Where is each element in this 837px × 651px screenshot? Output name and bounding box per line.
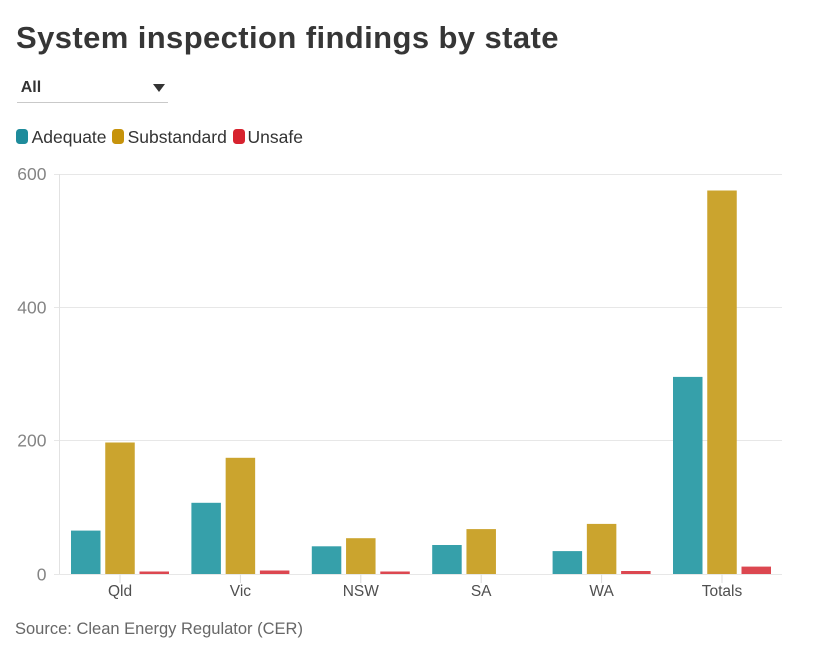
svg-text:400: 400 <box>17 297 46 317</box>
svg-text:Qld: Qld <box>108 583 132 600</box>
svg-text:WA: WA <box>589 583 614 600</box>
svg-text:Totals: Totals <box>702 583 743 600</box>
svg-text:SA: SA <box>471 583 492 600</box>
svg-text:Vic: Vic <box>230 583 252 600</box>
svg-text:600: 600 <box>17 164 46 184</box>
svg-text:0: 0 <box>37 565 47 585</box>
svg-text:200: 200 <box>17 431 46 451</box>
svg-text:NSW: NSW <box>343 583 380 600</box>
